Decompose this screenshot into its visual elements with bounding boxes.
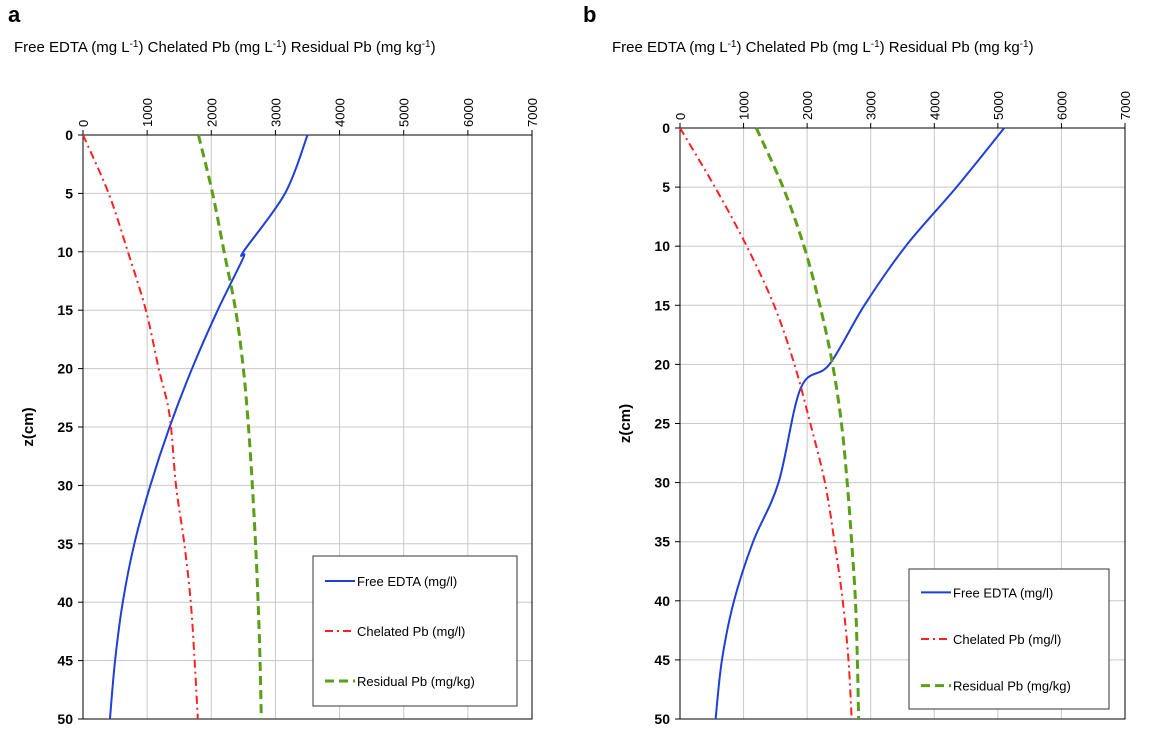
y-tick-label: 45 — [654, 652, 670, 668]
y-tick-label: 50 — [654, 711, 670, 727]
series-line-1 — [108, 134, 309, 720]
y-tick-label: 35 — [654, 534, 670, 550]
y-tick-label: 25 — [57, 419, 73, 435]
x-tick-label: 1000 — [140, 98, 155, 127]
y-tick-label: 40 — [654, 593, 670, 609]
x-tick-label: 4000 — [927, 91, 942, 120]
x-tick-label: 6000 — [1054, 91, 1069, 120]
y-tick-label: 20 — [57, 361, 73, 377]
legend-label-2: Chelated Pb (mg/l) — [953, 632, 1061, 647]
series-line-3 — [754, 127, 861, 720]
axis-title-top: Free EDTA (mg L-1) Chelated Pb (mg L-1) … — [14, 39, 436, 57]
chart-panel-b: b Free EDTA (mg L-1) Chelated Pb (mg L-1)… — [583, 2, 1133, 727]
legend-label-1: Free EDTA (mg/l) — [357, 574, 457, 589]
legend-label-3: Residual Pb (mg/kg) — [953, 679, 1071, 694]
y-axis-label: z(cm) — [617, 404, 634, 443]
panel-letter: a — [8, 2, 21, 27]
y-tick-label: 25 — [654, 416, 670, 432]
y-tick-label: 10 — [57, 244, 73, 260]
y-tick-label: 15 — [654, 297, 670, 313]
y-tick-label: 15 — [57, 302, 73, 318]
y-tick-label: 45 — [57, 653, 73, 669]
y-tick-label: 0 — [65, 127, 73, 143]
y-tick-label: 50 — [57, 711, 73, 727]
series-line-1 — [714, 127, 1005, 720]
y-tick-label: 5 — [662, 179, 670, 195]
x-tick-label: 7000 — [525, 98, 540, 127]
x-tick-label: 0 — [673, 113, 688, 120]
axis-title-top: Free EDTA (mg L-1) Chelated Pb (mg L-1) … — [612, 39, 1034, 57]
x-tick-label: 6000 — [461, 98, 476, 127]
y-tick-label: 30 — [57, 477, 73, 493]
y-tick-label: 30 — [654, 475, 670, 491]
y-axis-label: z(cm) — [20, 407, 37, 446]
x-tick-label: 3000 — [268, 98, 283, 127]
y-tick-label: 0 — [662, 120, 670, 136]
y-tick-label: 10 — [654, 238, 670, 254]
y-tick-label: 40 — [57, 594, 73, 610]
x-tick-label: 5000 — [991, 91, 1006, 120]
y-tick-label: 35 — [57, 536, 73, 552]
x-tick-label: 0 — [76, 120, 91, 127]
x-tick-label: 5000 — [397, 98, 412, 127]
legend-label-1: Free EDTA (mg/l) — [953, 585, 1053, 600]
y-tick-label: 5 — [65, 185, 73, 201]
x-tick-label: 3000 — [864, 91, 879, 120]
x-tick-label: 1000 — [737, 91, 752, 120]
chart-panel-a: a Free EDTA (mg L-1) Chelated Pb (mg L-1)… — [8, 2, 540, 727]
y-tick-label: 20 — [654, 356, 670, 372]
x-tick-label: 7000 — [1118, 91, 1133, 120]
panel-letter: b — [583, 2, 596, 27]
x-tick-label: 4000 — [333, 98, 348, 127]
legend-label-3: Residual Pb (mg/kg) — [357, 674, 475, 689]
series-line-2 — [82, 134, 199, 720]
x-tick-label: 2000 — [204, 98, 219, 127]
legend-label-2: Chelated Pb (mg/l) — [357, 624, 465, 639]
x-tick-label: 2000 — [800, 91, 815, 120]
series-line-3 — [196, 134, 263, 720]
